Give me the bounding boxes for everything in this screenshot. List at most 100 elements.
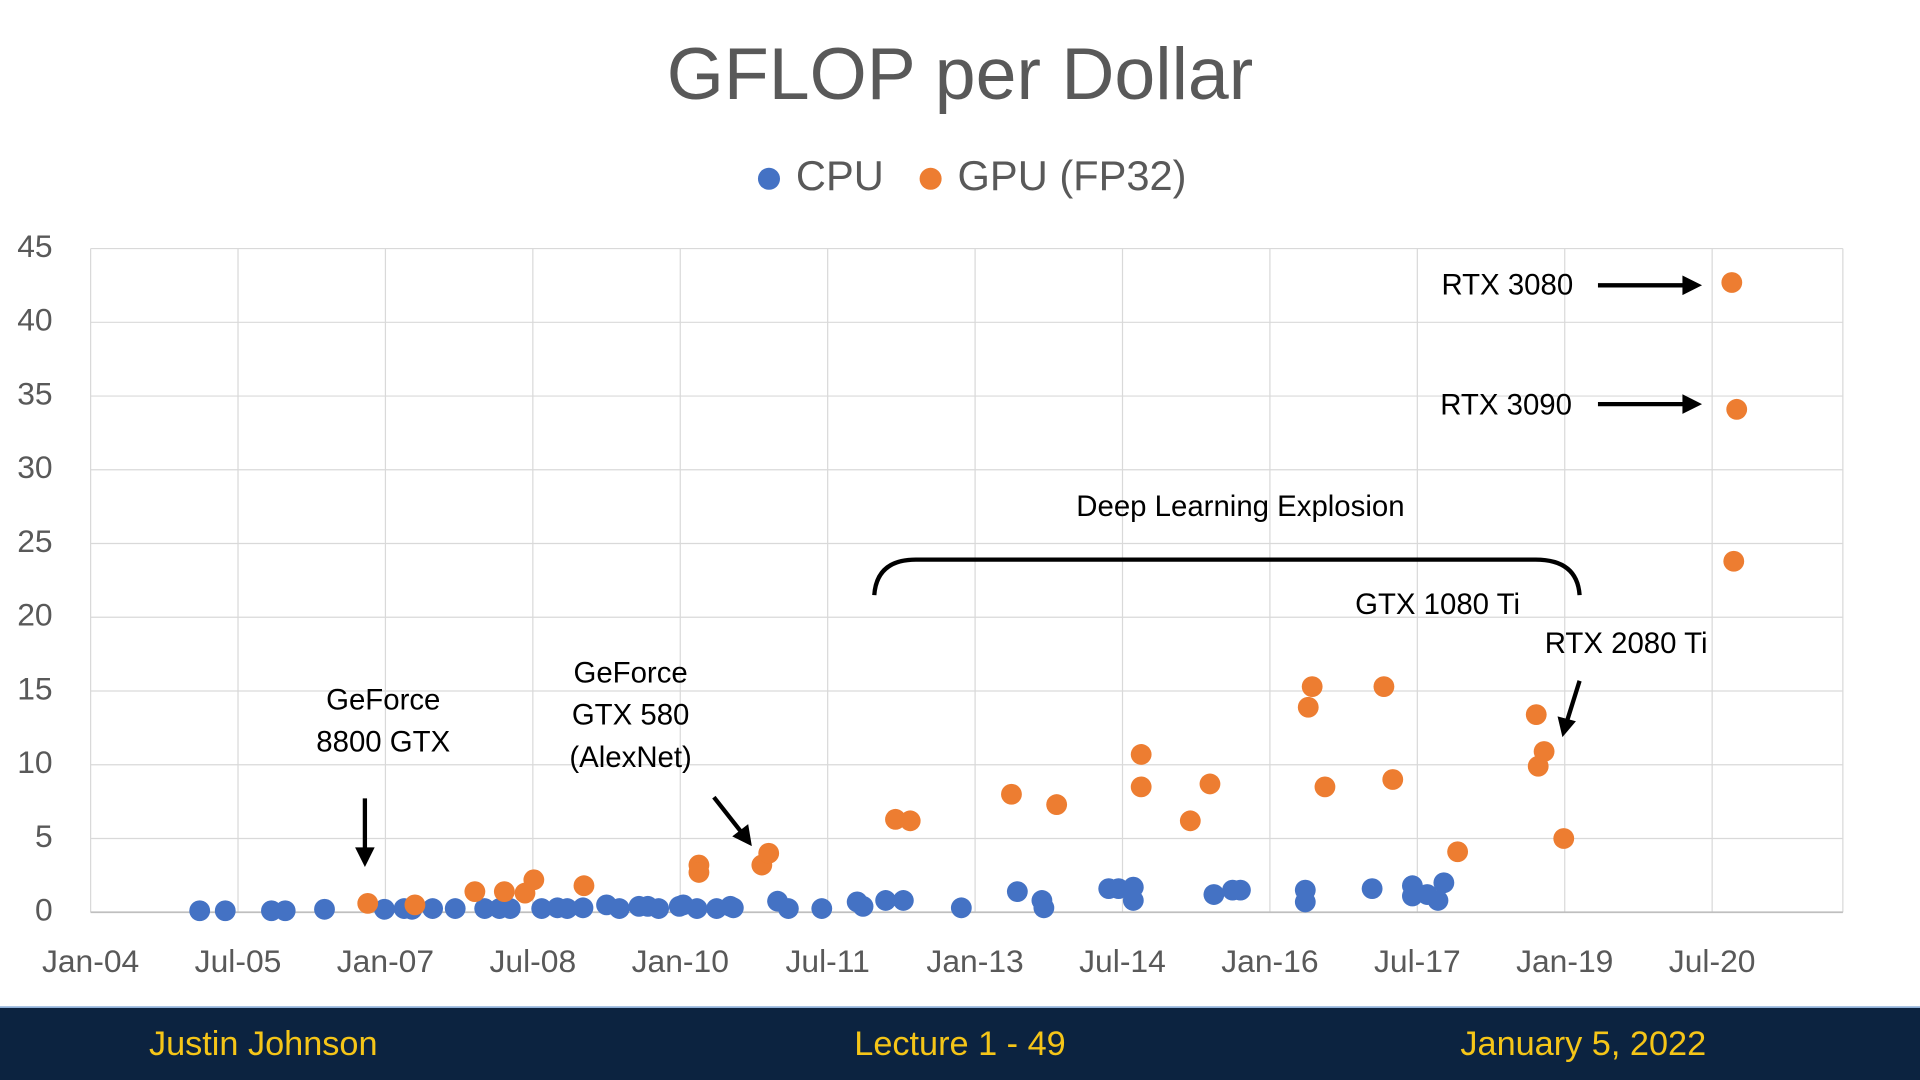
y-tick-label: 35 bbox=[17, 375, 52, 411]
y-tick-label: 10 bbox=[17, 744, 52, 780]
x-tick-label: Jul-20 bbox=[1669, 943, 1756, 979]
legend-label: CPU bbox=[796, 152, 884, 199]
point bbox=[1382, 769, 1404, 790]
point bbox=[189, 900, 211, 922]
footer-date: January 5, 2022 bbox=[1460, 1025, 1706, 1063]
y-tick-label: 20 bbox=[17, 597, 52, 633]
point bbox=[1297, 696, 1319, 718]
annotation: GTX 1080 Ti bbox=[1355, 588, 1520, 621]
point bbox=[404, 894, 426, 916]
point bbox=[1447, 841, 1469, 863]
arrow-head bbox=[355, 847, 375, 867]
point bbox=[1361, 878, 1383, 900]
point bbox=[464, 881, 486, 903]
point bbox=[899, 810, 921, 832]
point bbox=[314, 898, 335, 920]
point bbox=[1294, 891, 1316, 913]
point bbox=[1314, 776, 1336, 798]
x-tick-label: Jan-19 bbox=[1516, 943, 1613, 979]
footer-band bbox=[0, 1006, 1920, 1080]
point bbox=[852, 895, 874, 917]
point bbox=[777, 898, 799, 919]
point bbox=[1726, 398, 1748, 420]
y-tick-label: 25 bbox=[17, 523, 52, 559]
x-tick-label: Jan-16 bbox=[1221, 943, 1318, 979]
legend-marker bbox=[757, 167, 780, 190]
point bbox=[422, 898, 444, 919]
chart-title: GFLOP per Dollar bbox=[667, 32, 1253, 115]
x-tick-label: Jul-17 bbox=[1374, 943, 1461, 979]
y-tick-label: 40 bbox=[17, 302, 52, 338]
y-tick-label: 15 bbox=[17, 670, 52, 706]
annotation: Deep Learning Explosion bbox=[1076, 490, 1404, 523]
x-tick-label: Jan-04 bbox=[42, 943, 139, 979]
point bbox=[573, 875, 595, 897]
point bbox=[1230, 879, 1251, 901]
arrow-head bbox=[1682, 394, 1703, 414]
point bbox=[531, 898, 553, 919]
point bbox=[608, 898, 630, 919]
annotation: 8800 GTX bbox=[316, 726, 450, 759]
annotation: GeForce bbox=[573, 656, 687, 689]
point bbox=[1033, 897, 1055, 919]
footer-lecture: Lecture 1 - 49 bbox=[854, 1025, 1065, 1063]
x-tick-label: Jul-05 bbox=[195, 943, 282, 979]
arrows bbox=[355, 275, 1703, 867]
point bbox=[686, 898, 708, 919]
point bbox=[1006, 881, 1028, 903]
point bbox=[214, 900, 236, 922]
annotation: GTX 580 bbox=[572, 699, 690, 732]
point bbox=[493, 881, 515, 903]
y-tick-label: 0 bbox=[35, 892, 53, 928]
point bbox=[556, 898, 578, 919]
annotations: GeForce 8800 GTX GeForce GTX 580 (AlexNet) De… bbox=[316, 268, 1707, 774]
point bbox=[1373, 676, 1395, 698]
annotation: RTX 2080 Ti bbox=[1545, 627, 1708, 660]
point bbox=[572, 897, 594, 919]
point bbox=[1179, 810, 1201, 832]
point bbox=[1130, 744, 1152, 765]
legend-marker bbox=[919, 167, 942, 190]
x-tick-label: Jul-08 bbox=[489, 943, 576, 979]
point bbox=[811, 898, 833, 919]
annotation: (AlexNet) bbox=[569, 741, 691, 774]
point bbox=[1525, 704, 1547, 726]
point bbox=[1723, 550, 1745, 572]
arrow bbox=[712, 795, 743, 833]
legend-label: GPU (FP32) bbox=[958, 152, 1187, 199]
annotation: GeForce bbox=[326, 683, 440, 716]
point bbox=[374, 898, 395, 920]
x-tick-label: Jan-10 bbox=[632, 943, 729, 979]
y-tick-label: 5 bbox=[35, 818, 53, 854]
point bbox=[722, 897, 744, 919]
x-tick-label: Jan-07 bbox=[337, 943, 434, 979]
plot: 0 5 10 15 20 25 30 35 40 45 Jan-04 Jul-05 Jan-07 Jul-… bbox=[17, 152, 1844, 979]
point bbox=[1427, 890, 1449, 911]
arrow bbox=[1565, 680, 1582, 721]
x-tick-label: Jul-14 bbox=[1079, 943, 1166, 979]
point bbox=[1533, 741, 1555, 762]
point bbox=[474, 898, 496, 919]
point bbox=[1721, 272, 1743, 293]
point bbox=[1130, 776, 1152, 798]
point bbox=[758, 842, 780, 864]
annotation: RTX 3090 bbox=[1440, 388, 1572, 421]
point bbox=[688, 862, 710, 883]
point bbox=[648, 898, 670, 919]
point bbox=[1203, 884, 1225, 905]
point bbox=[274, 900, 296, 922]
arrow-head bbox=[1682, 275, 1703, 296]
y-tick-label: 30 bbox=[17, 449, 52, 485]
point bbox=[523, 869, 545, 891]
y-tick-label: 45 bbox=[17, 228, 52, 264]
point bbox=[1301, 676, 1323, 698]
point bbox=[357, 892, 379, 914]
brace bbox=[872, 557, 1582, 596]
point bbox=[1122, 890, 1144, 911]
x-tick-label: Jul-11 bbox=[786, 943, 870, 979]
point bbox=[892, 890, 914, 911]
point bbox=[1199, 773, 1221, 795]
point bbox=[1046, 794, 1068, 815]
point bbox=[1001, 783, 1022, 805]
point bbox=[875, 890, 897, 911]
